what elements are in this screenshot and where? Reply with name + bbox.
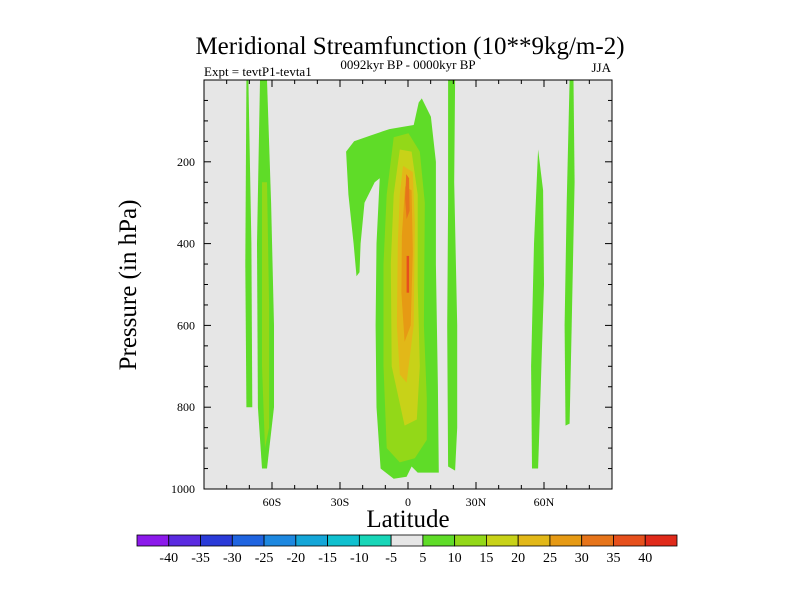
y-tick-label: 400: [177, 237, 195, 251]
colorbar-label: 35: [606, 551, 620, 566]
y-tick-label: 1000: [171, 482, 195, 496]
colorbar-swatch: [295, 534, 328, 547]
x-tick-label: 30N: [466, 495, 487, 509]
right-label: JJA: [591, 60, 611, 75]
y-tick-label: 200: [177, 155, 195, 169]
colorbar-label: 40: [638, 551, 652, 566]
colorbar-label: 20: [511, 551, 525, 566]
colorbar-swatch: [168, 534, 201, 547]
colorbar-swatch: [549, 534, 583, 547]
colorbar-swatch: [327, 534, 360, 547]
x-tick-label: 60N: [534, 495, 555, 509]
colorbar-swatch: [454, 534, 487, 547]
colorbar-swatch: [200, 534, 233, 547]
colorbar-swatch: [613, 534, 646, 547]
colorbar-label: 30: [575, 551, 589, 566]
colorbar-swatch: [581, 534, 614, 547]
colorbar-label: -25: [255, 551, 274, 566]
colorbar-label: 10: [448, 551, 462, 566]
x-tick-label: 0: [405, 495, 411, 509]
colorbar-swatch: [644, 534, 678, 547]
left-label: Expt = tevtP1-tevta1: [204, 64, 312, 79]
colorbar-swatch: [136, 534, 170, 547]
y-tick-label: 600: [177, 318, 195, 332]
colorbar-swatch: [263, 534, 297, 547]
y-axis-label: Pressure (in hPa): [115, 200, 142, 371]
colorbar-label: -30: [223, 551, 242, 566]
region-negative-region: [468, 165, 493, 367]
contour-regions: [245, 80, 575, 479]
chart-title: Meridional Streamfunction (10**9kg/m-2): [195, 33, 624, 60]
region-northern-polar-band: [564, 80, 575, 426]
colorbar-label: 15: [479, 551, 493, 566]
colorbar-swatch: [517, 534, 551, 547]
colorbar-swatch: [486, 534, 519, 547]
colorbar-label: -10: [350, 551, 369, 566]
x-tick-label: 60S: [263, 495, 282, 509]
colorbar-label: -5: [385, 551, 397, 566]
y-axis-ticks: 200 400 600 800 1000: [171, 79, 612, 496]
region-northern-mid-band: [447, 80, 458, 471]
region-equatorial-cell-level30: [405, 174, 410, 220]
x-axis-ticks: 60S 30S 0 30N 60N: [203, 80, 613, 509]
region-western-narrow-band: [245, 80, 253, 408]
colorbar-label: -40: [159, 551, 178, 566]
colorbar-swatch: [231, 534, 265, 547]
colorbar-label: 5: [419, 551, 426, 566]
colorbar-label: -15: [318, 551, 337, 566]
colorbar-swatch: [358, 534, 392, 547]
colorbar-swatch: [390, 534, 424, 547]
colorbar: -40 -35 -30 -25 -20 -15 -10 -5 5 10 15 20 25 30 35 40: [136, 534, 678, 566]
y-tick-label: 800: [177, 400, 195, 414]
region-northern-subtropical-band: [531, 149, 544, 469]
colorbar-label: -20: [286, 551, 305, 566]
region-southern-hemisphere-core: [262, 182, 270, 449]
colorbar-label: 25: [543, 551, 557, 566]
x-axis-label: Latitude: [366, 506, 449, 533]
region-equatorial-cell-level35: [406, 255, 410, 293]
colorbar-label: -35: [191, 551, 210, 566]
colorbar-swatch: [422, 534, 456, 547]
center-label: 0092kyr BP - 0000kyr BP: [340, 57, 475, 72]
x-tick-label: 30S: [331, 495, 350, 509]
